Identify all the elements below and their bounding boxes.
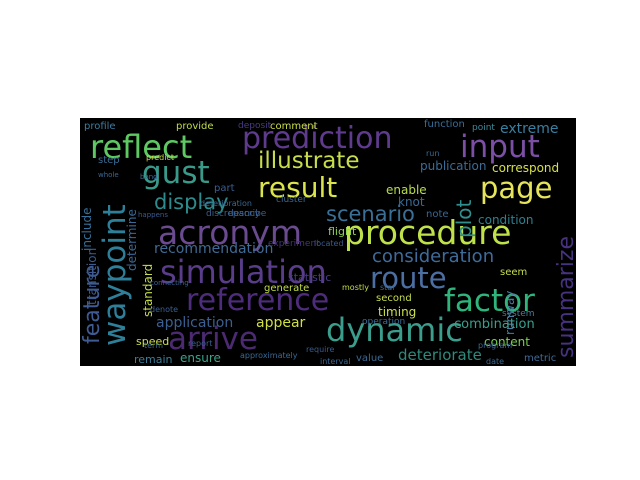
word: profile xyxy=(84,121,116,132)
word: require xyxy=(306,345,335,354)
word: speed xyxy=(136,335,170,348)
word-cloud: prediction reflect input gust illustrate… xyxy=(80,118,576,366)
word: term xyxy=(144,341,163,350)
word: condition xyxy=(478,213,534,227)
word: discrepancy xyxy=(206,209,261,219)
word: second xyxy=(376,293,412,304)
word: generate xyxy=(264,283,310,294)
word: application xyxy=(156,315,234,331)
word: gust xyxy=(142,155,210,191)
word: illustrate xyxy=(258,148,360,174)
word: experiment xyxy=(268,239,320,249)
word: summarize xyxy=(554,236,576,358)
word: appear xyxy=(256,315,306,331)
word: extreme xyxy=(500,121,559,137)
word: mostly xyxy=(342,283,369,292)
word: prediction xyxy=(242,121,393,156)
word: value xyxy=(356,353,384,364)
word: report xyxy=(188,339,213,348)
word: approximately xyxy=(240,351,298,360)
word: correspond xyxy=(492,161,560,175)
word: content xyxy=(484,335,530,349)
word: summarize xyxy=(554,236,576,366)
word: date xyxy=(486,357,505,366)
word: metric xyxy=(524,353,557,364)
word: simulation xyxy=(160,253,327,291)
word: plot xyxy=(452,200,492,258)
word: acronym xyxy=(158,213,302,252)
word: combination xyxy=(454,317,535,332)
word: publication xyxy=(420,159,487,173)
word: deposit xyxy=(238,121,272,131)
word: step xyxy=(98,155,120,166)
word: whole xyxy=(98,171,119,179)
word: star xyxy=(380,283,396,292)
word: note xyxy=(426,209,449,220)
word: connecting xyxy=(150,279,189,287)
word: dynamic xyxy=(326,311,463,349)
word: scenario xyxy=(326,202,415,226)
word: system xyxy=(502,309,535,319)
word: recommendation xyxy=(154,241,274,257)
word: transition xyxy=(85,248,143,318)
word: result xyxy=(258,171,338,204)
word: remain xyxy=(134,353,173,366)
word: page xyxy=(480,171,553,205)
word: timing xyxy=(378,305,417,319)
word: seem xyxy=(500,267,528,278)
word: statistic xyxy=(288,271,332,284)
word: describe xyxy=(228,209,267,219)
word: arrive xyxy=(168,321,258,357)
word: reference xyxy=(186,283,330,318)
word: cluster xyxy=(276,195,307,205)
word: operation xyxy=(362,317,406,327)
word: happens xyxy=(138,211,169,219)
word: knot xyxy=(398,195,425,209)
word: input xyxy=(460,129,540,165)
word: procedure xyxy=(344,213,512,252)
word: reflect xyxy=(90,128,193,166)
word: provide xyxy=(176,121,214,132)
word: include xyxy=(80,207,94,251)
word: run xyxy=(426,149,440,158)
word: plot xyxy=(452,199,476,238)
word: deteriorate xyxy=(398,346,482,364)
word: point xyxy=(472,123,495,133)
word: deterioration xyxy=(200,199,252,208)
word: transition xyxy=(85,247,99,305)
word: flight xyxy=(328,225,357,238)
word: route xyxy=(370,261,447,295)
word: consideration xyxy=(372,246,495,267)
word: determine xyxy=(125,209,139,271)
word: comment xyxy=(270,121,318,132)
word: located xyxy=(314,239,344,248)
word: program xyxy=(478,341,513,350)
word: denote xyxy=(150,305,179,314)
word: part xyxy=(214,183,235,194)
word: predict xyxy=(146,153,174,162)
word: enable xyxy=(386,183,427,197)
word: factor xyxy=(444,283,535,319)
word: display xyxy=(154,190,229,214)
word: function xyxy=(424,119,465,130)
word: interval xyxy=(320,357,351,366)
word: band xyxy=(140,173,158,181)
word: ensure xyxy=(180,351,221,365)
